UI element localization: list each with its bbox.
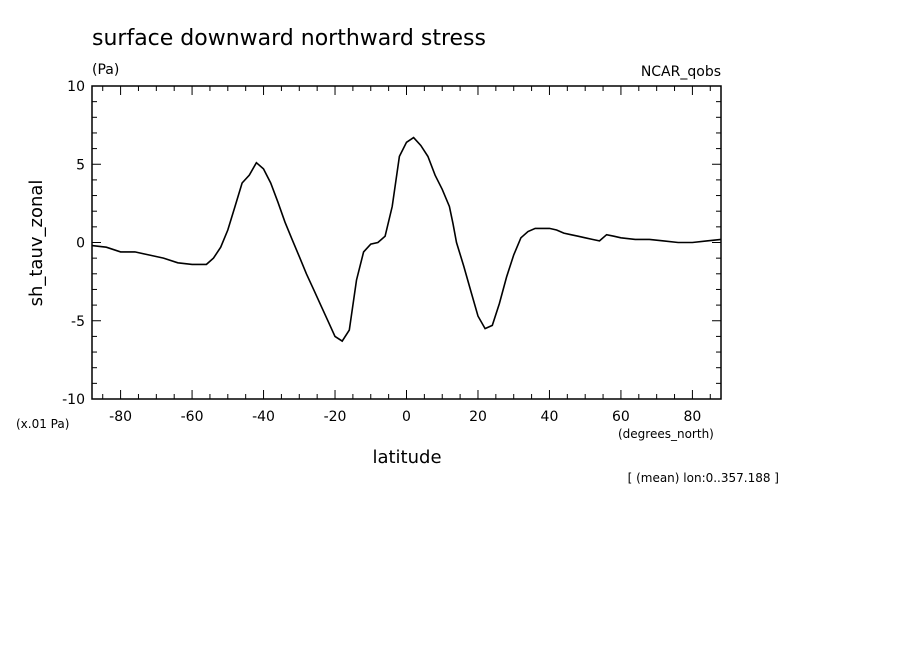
x-tick-label: 80 — [683, 409, 701, 425]
x-axis: -80 -60 -40 -20 0 20 40 60 80 — [102, 86, 711, 425]
x-tick-label: -80 — [109, 409, 132, 425]
plot-frame — [91, 85, 722, 400]
x-tick-label: 40 — [541, 409, 559, 425]
source-label: NCAR_qobs — [641, 64, 721, 80]
x-tick-label: 0 — [402, 409, 411, 425]
x-tick-label: -20 — [324, 409, 347, 425]
chart-title: surface downward northward stress — [92, 26, 486, 51]
series-line — [91, 136, 722, 343]
y-tick-label: 0 — [76, 236, 85, 252]
x-tick-label: 60 — [612, 409, 630, 425]
y-axis: -10 -5 0 5 10 — [62, 79, 721, 408]
y-tick-label: 10 — [67, 79, 85, 95]
x-tick-label: -60 — [181, 409, 204, 425]
y-tick-label: -5 — [71, 314, 85, 330]
footnote: [ (mean) lon:0..357.188 ] — [628, 471, 779, 485]
x-tick-label: 20 — [469, 409, 487, 425]
x-tick-label: -40 — [252, 409, 275, 425]
x-axis-label: latitude — [372, 447, 441, 468]
y-axis-label: sh_tauv_zonal — [26, 180, 47, 307]
y-tick-label: -10 — [62, 392, 85, 408]
y-tick-label: 5 — [76, 157, 85, 173]
chart-units: (Pa) — [92, 62, 119, 78]
x-unit-label: (degrees_north) — [618, 427, 714, 441]
y-scale-note: (x.01 Pa) — [16, 417, 69, 431]
